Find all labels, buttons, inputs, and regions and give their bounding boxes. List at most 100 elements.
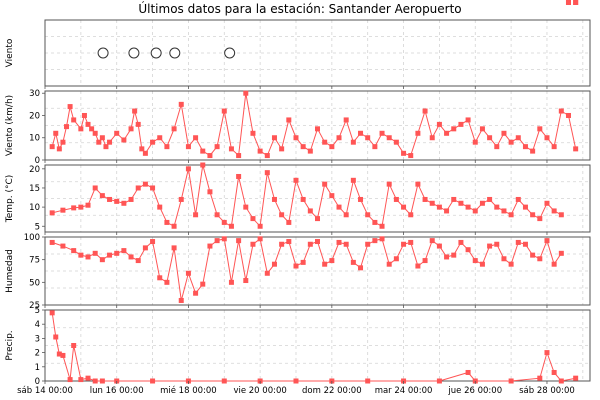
data-point: [67, 104, 73, 110]
data-point: [135, 121, 141, 127]
data-point: [150, 378, 156, 384]
data-point: [60, 207, 66, 213]
data-point: [78, 377, 84, 383]
y-tick-label: 5: [35, 306, 40, 316]
y-tick-label: 25: [29, 301, 40, 311]
data-point: [169, 47, 181, 59]
data-point: [565, 112, 571, 118]
data-point: [365, 241, 371, 247]
y-axis-label: Precip.: [5, 330, 15, 360]
data-point: [343, 212, 349, 218]
data-point: [465, 369, 471, 375]
x-tick-label: dom 22 00:00: [302, 386, 362, 396]
data-point: [164, 219, 170, 225]
data-point: [128, 126, 134, 132]
data-point: [508, 378, 514, 384]
data-point: [451, 252, 457, 258]
data-point: [365, 135, 371, 141]
data-point: [293, 177, 299, 183]
data-point: [494, 144, 500, 150]
data-point: [307, 241, 313, 247]
y-tick-label: 5: [35, 222, 40, 232]
data-point: [71, 343, 77, 348]
y-tick-label: 30: [29, 89, 40, 99]
data-point: [221, 108, 227, 114]
data-point: [243, 90, 249, 96]
data-point: [508, 261, 514, 267]
data-point: [343, 241, 349, 247]
data-point: [551, 369, 557, 375]
data-point: [171, 126, 177, 132]
data-point: [221, 219, 227, 225]
data-point: [214, 212, 220, 218]
y-axis-label: Viento (km/h): [5, 95, 15, 156]
data-point: [408, 239, 414, 245]
data-point: [494, 241, 500, 247]
data-point: [150, 47, 162, 59]
data-point: [236, 153, 242, 159]
data-point: [97, 47, 109, 59]
data-point: [530, 212, 536, 218]
data-point: [243, 204, 249, 210]
y-tick-label: 10: [29, 203, 40, 213]
data-point: [386, 181, 392, 187]
data-point: [329, 144, 335, 150]
data-point: [279, 212, 285, 218]
data-point: [329, 193, 335, 199]
data-point: [436, 121, 442, 127]
data-point: [157, 204, 163, 210]
data-point: [264, 153, 270, 159]
data-point: [336, 239, 342, 245]
data-point: [49, 310, 55, 316]
data-point: [207, 153, 213, 159]
data-point: [139, 146, 145, 152]
data-point: [537, 256, 543, 262]
data-point: [56, 146, 62, 152]
y-tick-label: 1: [35, 363, 40, 373]
data-point: [358, 265, 364, 271]
data-point: [178, 297, 184, 303]
data-point: [300, 196, 306, 202]
data-point: [89, 126, 95, 132]
data-point: [99, 135, 105, 141]
data-point: [415, 263, 421, 269]
data-point: [358, 130, 364, 136]
data-point: [135, 185, 141, 191]
data-point: [408, 153, 414, 159]
data-point: [121, 137, 127, 143]
data-point: [444, 130, 450, 136]
data-point: [307, 148, 313, 154]
data-point: [436, 243, 442, 249]
data-point: [487, 243, 493, 249]
data-point: [379, 236, 385, 242]
data-point: [336, 204, 342, 210]
data-point: [103, 144, 109, 150]
data-point: [415, 130, 421, 136]
series-line: [52, 237, 562, 301]
data-point: [224, 47, 236, 59]
data-point: [71, 205, 77, 211]
data-point: [228, 279, 234, 285]
data-point: [49, 239, 55, 245]
x-tick-label: sáb 28 00:00: [519, 386, 575, 396]
data-point: [472, 139, 478, 145]
data-point: [236, 238, 242, 244]
data-point: [501, 256, 507, 262]
data-point: [573, 146, 579, 152]
data-point: [107, 252, 113, 258]
y-axis-label: Humedad: [5, 249, 15, 293]
data-point: [315, 239, 320, 245]
data-point: [271, 135, 277, 141]
data-point: [530, 252, 536, 258]
data-point: [436, 204, 442, 210]
data-point: [508, 212, 514, 218]
data-point: [78, 252, 84, 258]
data-point: [49, 210, 55, 216]
data-point: [393, 139, 399, 145]
data-point: [365, 378, 371, 384]
data-point: [99, 378, 105, 384]
data-point: [193, 290, 199, 296]
y-tick-label: 2: [35, 349, 40, 359]
x-tick-label: mar 24 00:00: [375, 386, 433, 396]
data-point: [60, 139, 66, 145]
